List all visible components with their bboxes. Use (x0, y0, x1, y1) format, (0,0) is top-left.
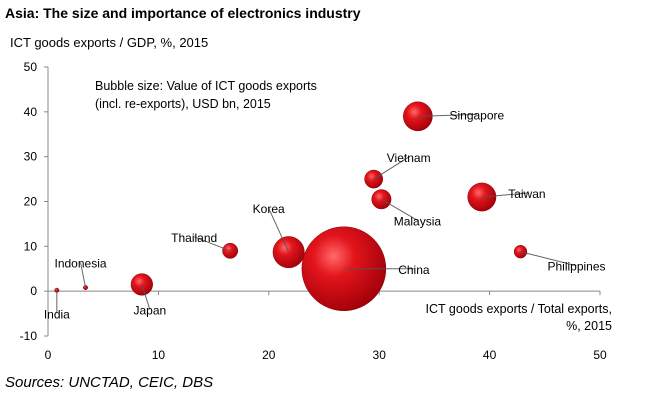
chart-title: Asia: The size and importance of electro… (5, 5, 361, 21)
leader-philippines (520, 251, 577, 267)
label-korea: Korea (253, 202, 285, 216)
y-tick-label: 30 (24, 150, 38, 164)
leader-indonesia (80, 262, 87, 288)
y-tick-label: -10 (20, 329, 38, 343)
y-tick-label: 40 (24, 105, 38, 119)
leader-vietnam (373, 156, 409, 180)
x-tick-label: 30 (373, 348, 387, 362)
bubbles (54, 101, 528, 311)
y-tick-label: 0 (30, 284, 37, 298)
y-axis-label: ICT goods exports / GDP, %, 2015 (10, 35, 208, 50)
label-philippines: Philippines (547, 260, 605, 274)
label-indonesia: Indonesia (55, 257, 107, 271)
x-tick-label: 50 (593, 348, 607, 362)
tick-labels: -10 0 10 20 30 40 50 0 10 20 30 40 50 (20, 60, 607, 362)
leader-malaysia (381, 198, 418, 221)
leader-korea (268, 207, 290, 253)
x-axis-label-line2: %, 2015 (566, 319, 612, 333)
source-note: Sources: UNCTAD, CEIC, DBS (5, 374, 213, 391)
label-japan: Japan (133, 303, 166, 317)
leader-singapore (417, 113, 477, 117)
label-taiwan: Taiwan (508, 187, 545, 201)
bubble-labels: India Indonesia Japan Thailand Korea China Vie… (44, 108, 606, 321)
leader-taiwan (481, 192, 527, 198)
bubble-malaysia (371, 189, 392, 210)
x-tick-label: 20 (262, 348, 276, 362)
label-vietnam: Vietnam (387, 151, 431, 165)
label-china: China (398, 263, 430, 277)
y-tick-label: 10 (24, 239, 38, 253)
y-tick-label: 20 (24, 195, 38, 209)
x-tick-label: 40 (483, 348, 497, 362)
leader-japan (141, 284, 151, 310)
size-note-line2: (incl. re-exports), USD bn, 2015 (95, 97, 271, 111)
size-note-line1: Bubble size: Value of ICT goods exports (95, 79, 317, 93)
label-thailand: Thailand (171, 231, 217, 245)
label-india: India (44, 307, 70, 321)
x-axis-label-line1: ICT goods exports / Total exports, (426, 302, 612, 316)
leader-lines (56, 113, 577, 314)
x-tick-label: 10 (152, 348, 166, 362)
leader-thailand (193, 236, 231, 252)
y-tick-label: 50 (24, 60, 38, 74)
label-singapore: Singapore (449, 108, 504, 122)
x-tick-label: 0 (45, 348, 52, 362)
label-malaysia: Malaysia (394, 214, 442, 228)
